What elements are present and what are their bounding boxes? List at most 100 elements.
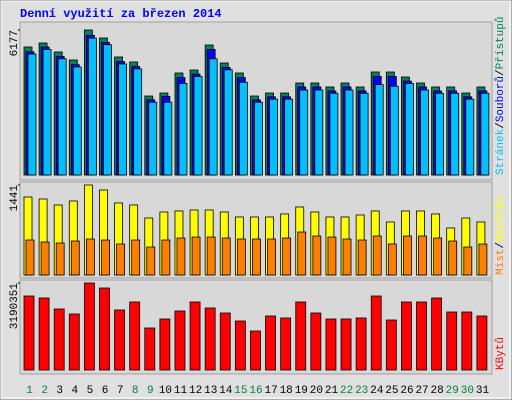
bar [299,89,309,176]
bar [116,243,125,276]
bar [344,89,354,176]
bar [72,66,82,176]
bar [269,98,278,176]
bar [476,315,488,371]
bar [131,239,141,276]
bar [480,92,490,176]
bar [372,235,382,276]
bar [265,315,276,371]
bar [148,101,158,176]
bar [83,282,95,371]
x-tick-label: 30 [461,385,474,397]
bar [57,58,67,176]
legend: KBytů [494,337,507,370]
bar [204,307,216,371]
bar [435,92,445,176]
bar [70,240,80,276]
bar [42,49,52,176]
bar [389,85,399,176]
bar [327,236,337,276]
bar [101,239,110,276]
x-tick-label: 20 [310,385,323,397]
bar [161,239,171,276]
bar [55,242,65,276]
legend-separator: / [495,69,507,76]
bar [191,236,201,276]
bar [450,92,460,176]
bar [38,297,50,371]
bar [223,69,233,176]
legend-entry: Stránek [495,128,507,175]
bar [206,236,216,276]
bar [53,308,65,371]
bar [325,318,337,371]
bar [68,313,80,371]
legend: Míst/Návštěv [495,195,507,275]
bar [252,238,261,276]
bar [221,237,231,276]
y-tick-label: 6177 [9,30,21,56]
x-tick-label: 7 [117,385,124,397]
legend-entry: Přístupů [494,17,507,70]
x-tick-label: 10 [159,385,172,397]
bar [355,317,367,371]
bar [312,235,322,276]
bar [465,98,475,176]
bar [176,237,186,276]
bar [118,63,127,176]
x-tick-label: 6 [102,385,109,397]
bar [85,238,95,276]
bar [329,92,339,176]
x-tick-label: 19 [295,385,308,397]
x-tick-label: 13 [204,385,217,397]
x-tick-label: 17 [264,385,277,397]
bar [282,237,292,276]
bar [189,301,201,371]
bar [219,312,231,371]
bar [159,318,171,371]
legend-entry: Souborů [494,76,507,122]
bar [163,101,173,176]
bar [114,309,125,371]
bar [280,317,292,371]
bar [133,68,143,176]
bar [103,44,112,176]
bar [40,241,50,276]
bar [23,295,35,371]
x-tick-label: 23 [355,385,368,397]
x-tick-label: 4 [72,385,79,397]
bar [238,81,248,176]
x-tick-label: 12 [189,385,202,397]
x-tick-label: 24 [370,385,384,397]
bar [433,237,443,276]
bar [87,37,97,176]
bar [129,301,141,371]
x-tick-label: 15 [234,385,247,397]
legend-entry: Návštěv [495,195,507,242]
x-tick-label: 31 [476,385,490,397]
x-tick-label: 18 [280,385,293,397]
x-tick-label: 28 [431,385,444,397]
bar [357,239,367,276]
x-tick-label: 1 [26,385,33,397]
bar [448,240,458,276]
bar [416,301,427,371]
bar [250,330,261,371]
bar [405,83,414,176]
x-tick-label: 2 [41,385,48,397]
bar [254,101,263,176]
x-tick-label: 29 [446,385,459,397]
x-tick-label: 9 [147,385,154,397]
bar [463,246,473,276]
y-tick-label: 3190351 [9,283,21,330]
bar [359,92,369,176]
bar [310,312,322,371]
bar [25,239,35,276]
x-tick-label: 25 [385,385,398,397]
bar [146,246,156,276]
bar [314,89,324,176]
legend-separator: / [495,122,507,129]
x-tick-label: 14 [219,385,233,397]
bar [144,327,156,371]
bar [236,238,246,276]
